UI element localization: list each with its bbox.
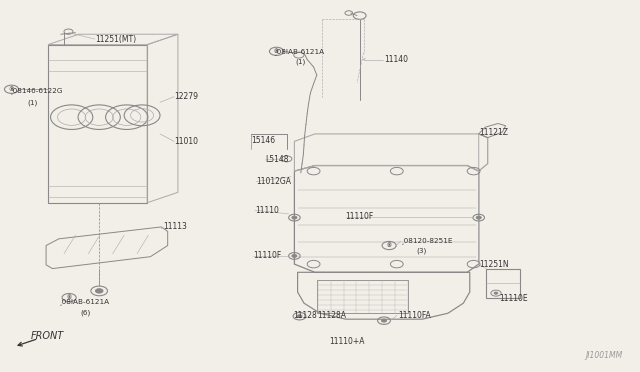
Circle shape — [476, 216, 481, 219]
Text: ⑧: ⑧ — [67, 295, 72, 300]
Text: 11110FA: 11110FA — [398, 311, 431, 320]
Text: 11140: 11140 — [384, 55, 408, 64]
Text: ⑧: ⑧ — [9, 87, 14, 92]
Circle shape — [292, 254, 297, 257]
Text: 11251N: 11251N — [479, 260, 508, 269]
Text: 11110+A: 11110+A — [329, 337, 364, 346]
Text: FRONT: FRONT — [31, 331, 64, 340]
Text: 12279: 12279 — [174, 92, 198, 101]
Text: L5148: L5148 — [266, 155, 289, 164]
Text: 11121Z: 11121Z — [479, 128, 508, 137]
Text: 11251(MT): 11251(MT) — [95, 35, 136, 44]
Text: (1): (1) — [296, 58, 306, 65]
Text: ⑧: ⑧ — [274, 49, 279, 54]
Text: 11012GA: 11012GA — [256, 177, 291, 186]
Text: ¸08120-8251E: ¸08120-8251E — [401, 238, 453, 244]
Text: 11128A: 11128A — [317, 311, 346, 320]
Text: (1): (1) — [27, 99, 37, 106]
Text: ⑧: ⑧ — [387, 243, 392, 248]
Circle shape — [292, 216, 297, 219]
Text: JI1001MM: JI1001MM — [585, 351, 622, 360]
Circle shape — [494, 292, 498, 294]
Text: ¸08146-6122G: ¸08146-6122G — [10, 88, 64, 94]
Circle shape — [95, 289, 103, 293]
Text: (3): (3) — [416, 248, 426, 254]
Text: 11113: 11113 — [163, 222, 187, 231]
Text: ¸08IAB-6121A: ¸08IAB-6121A — [59, 299, 110, 305]
Text: 11128: 11128 — [293, 311, 317, 320]
Text: 11110: 11110 — [255, 206, 278, 215]
Text: 11010: 11010 — [174, 137, 198, 146]
Circle shape — [381, 319, 387, 322]
Text: ¸08IAB-6121A: ¸08IAB-6121A — [274, 48, 325, 55]
Text: 11110E: 11110E — [499, 294, 528, 303]
Text: 11110F: 11110F — [253, 251, 282, 260]
Text: (6): (6) — [81, 309, 91, 316]
Circle shape — [297, 315, 302, 318]
Text: 15146: 15146 — [251, 136, 275, 145]
Text: 11110F: 11110F — [346, 212, 374, 221]
